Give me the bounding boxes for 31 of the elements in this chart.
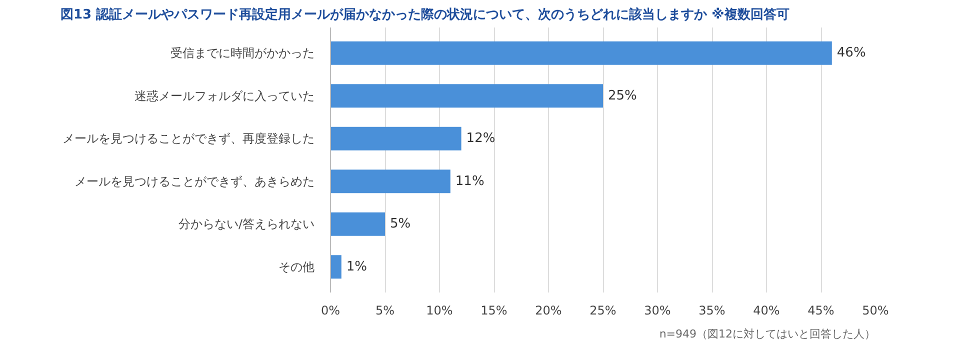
y-tick-label: メールを見つけることができず、再度登録した: [62, 132, 314, 146]
y-tick-label: その他: [278, 260, 314, 274]
bar: [330, 255, 342, 279]
bar: [330, 170, 450, 194]
x-tick-label: 10%: [426, 304, 453, 318]
chart-title: 図13 認証メールやパスワード再設定用メールが届かなかった際の状況について、次のうちどれに該当しますか ※複数回答可: [60, 6, 790, 22]
x-tick-label: 0%: [320, 304, 340, 318]
y-tick-label: 迷惑メールフォルダに入っていた: [134, 88, 314, 103]
x-tick-label: 5%: [375, 304, 395, 318]
data-label: 11%: [455, 174, 484, 189]
data-label: 25%: [608, 88, 637, 104]
x-tick-label: 35%: [698, 304, 726, 318]
bar: [330, 212, 385, 236]
bar: [330, 41, 832, 65]
data-label: 46%: [836, 46, 866, 61]
x-tick-label: 20%: [535, 304, 562, 318]
x-tick-label: 45%: [808, 304, 834, 318]
y-tick-label: 受信までに時間がかかった: [170, 46, 314, 60]
x-tick-label: 25%: [590, 304, 616, 318]
y-tick-label: メールを見つけることができず、あきらめた: [74, 174, 314, 188]
y-tick-label: 分からない/答えられない: [178, 217, 315, 232]
data-label: 12%: [466, 131, 496, 146]
text: n=949（図12に対してはいと回答した人）: [659, 328, 876, 340]
bar: [330, 84, 603, 108]
x-tick-label: 40%: [753, 304, 780, 318]
x-tick-label: 50%: [862, 304, 889, 318]
data-label: 5%: [390, 216, 411, 232]
x-tick-label: 30%: [644, 304, 671, 318]
bar: [330, 126, 462, 150]
data-label: 1%: [346, 259, 368, 274]
x-tick-label: 15%: [480, 304, 508, 318]
